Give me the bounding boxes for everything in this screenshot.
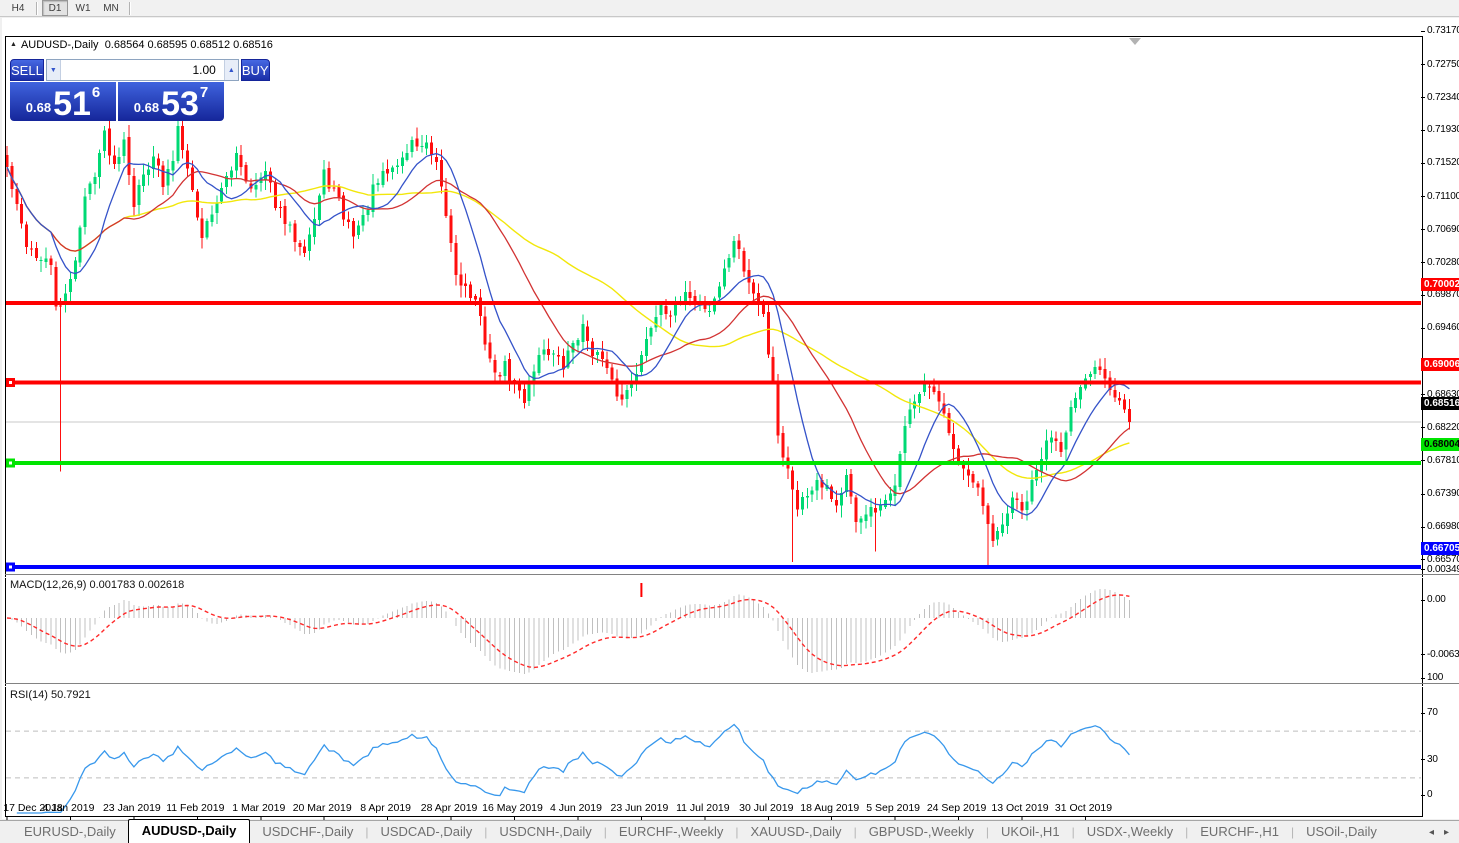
sell-button[interactable]: SELL: [10, 59, 44, 81]
chart-tab-usdx-weekly[interactable]: USDX-,Weekly: [1086, 824, 1174, 839]
rsi-indicator-label: RSI(14) 50.7921: [10, 689, 91, 701]
chart-tab-eurusd-daily[interactable]: EURUSD-,Daily: [24, 824, 116, 839]
chart-tabs-bar: EURUSD-,Daily AUDUSD-,Daily USDCHF-,Daily |…: [0, 819, 1459, 843]
chart-scroll-position-icon: [1129, 38, 1141, 45]
sell-price-pipette: 6: [91, 84, 101, 101]
support-resistance-lines[interactable]: [6, 300, 1421, 572]
buy-price-main: 53: [161, 85, 199, 123]
volume-input[interactable]: [60, 60, 224, 80]
tab-separator: |: [603, 825, 607, 839]
macd-panel-separator[interactable]: [5, 574, 1459, 578]
tab-separator: |: [853, 825, 857, 839]
timeframe-button-mn[interactable]: MN: [103, 2, 119, 14]
chart-tab-usdcad-daily[interactable]: USDCAD-,Daily: [380, 824, 473, 839]
sell-price-prefix: 0.68: [25, 100, 52, 115]
chart-tab-usdcnh-daily[interactable]: USDCNH-,Daily: [499, 824, 592, 839]
timeframe-buttons: H4 D1 W1 MN: [4, 0, 134, 16]
macd-histogram: [11, 588, 1130, 674]
chart-window: ▲ AUDUSD-,Daily 0.68564 0.68595 0.68512 0…: [2, 18, 1459, 820]
moving-averages: [6, 152, 1130, 516]
buy-price-pipette: 7: [199, 84, 209, 101]
tab-separator: |: [735, 825, 739, 839]
candlesticks: [6, 114, 1131, 566]
toolbar-separator: [36, 1, 37, 15]
buy-price-button[interactable]: 0.68 53 7: [118, 82, 224, 121]
chart-tab-ukoil-h1[interactable]: UKOil-,H1: [1001, 824, 1060, 839]
tab-separator: |: [1291, 825, 1295, 839]
chart-tab-usoil-daily[interactable]: USOil-,Daily: [1306, 824, 1377, 839]
chart-tab-eurchf-h1[interactable]: EURCHF-,H1: [1200, 824, 1279, 839]
buy-price-prefix: 0.68: [133, 100, 160, 115]
timeframe-button-d1[interactable]: D1: [42, 0, 68, 16]
tab-separator: |: [365, 825, 369, 839]
sell-price-button[interactable]: 0.68 51 6: [10, 82, 116, 121]
chart-tab-eurchf-weekly[interactable]: EURCHF-,Weekly: [618, 824, 724, 839]
one-click-trading-panel: SELL ▼ ▲ BUY 0.68 51 6 0.68 53 7: [10, 59, 270, 121]
chart-tab-audusd-daily[interactable]: AUDUSD-,Daily: [127, 819, 251, 843]
chart-tabs: EURUSD-,Daily AUDUSD-,Daily USDCHF-,Daily |…: [0, 819, 1389, 843]
tab-separator: |: [484, 825, 488, 839]
tab-separator: |: [1071, 825, 1075, 839]
timeframe-button-h4[interactable]: H4: [11, 2, 25, 14]
rsi-line: [16, 723, 1130, 814]
toolbar-separator: [129, 1, 130, 15]
tabs-scroll-left-icon[interactable]: ◂: [1428, 827, 1434, 838]
rsi-panel-separator[interactable]: [5, 683, 1459, 687]
chart-tab-xauusd-daily[interactable]: XAUUSD-,Daily: [750, 824, 842, 839]
chart-title: ▲ AUDUSD-,Daily 0.68564 0.68595 0.68512 0…: [10, 39, 273, 51]
buy-button[interactable]: BUY: [240, 59, 270, 81]
sell-price-main: 51: [53, 85, 91, 123]
volume-decrease-button[interactable]: ▼: [46, 60, 61, 80]
volume-control: ▼ ▲: [45, 59, 239, 81]
chart-canvas[interactable]: [5, 36, 1422, 836]
timeframe-toolbar: H4 D1 W1 MN: [0, 0, 1459, 17]
tab-separator: |: [1185, 825, 1189, 839]
macd-signal-line: [6, 594, 1130, 669]
ma-slow-yellow: [6, 166, 1130, 480]
timeframe-button-w1[interactable]: W1: [75, 2, 91, 14]
macd-indicator-label: MACD(12,26,9) 0.001783 0.002618: [10, 579, 185, 591]
chart-tab-gbpusd-weekly[interactable]: GBPUSD-,Weekly: [868, 824, 974, 839]
collapse-panel-icon[interactable]: ▲: [10, 41, 17, 48]
ma-medium-red: [6, 166, 1130, 495]
volume-increase-button[interactable]: ▲: [223, 60, 238, 80]
tab-scroll-arrows: ◂ ▸: [1429, 827, 1459, 843]
chart-symbol-label: AUDUSD-,Daily: [20, 39, 99, 51]
ma-fast-blue: [6, 152, 1130, 516]
tabs-scroll-right-icon[interactable]: ▸: [1443, 827, 1449, 838]
chart-tab-usdchf-daily[interactable]: USDCHF-,Daily: [262, 824, 354, 839]
tab-separator: |: [985, 825, 990, 839]
chart-ohlc-quotes: 0.68564 0.68595 0.68512 0.68516: [104, 39, 273, 51]
